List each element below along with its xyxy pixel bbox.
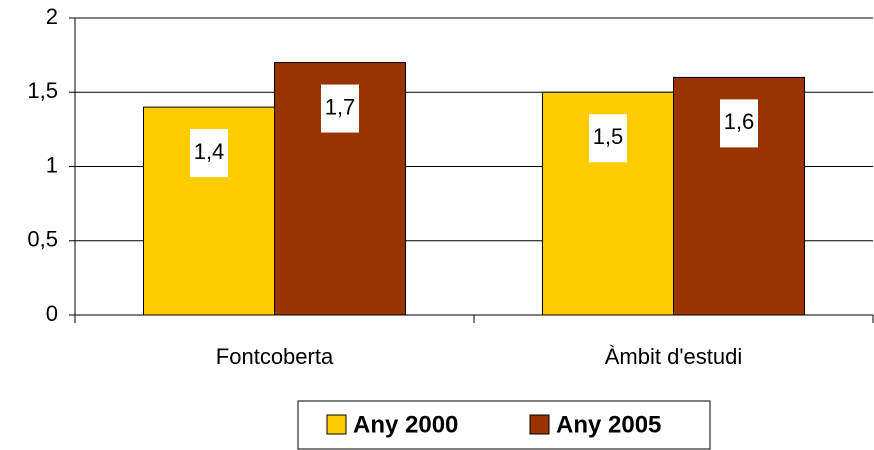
data-label: 1,5 (593, 124, 624, 149)
x-tick-label: Fontcoberta (216, 344, 334, 369)
legend-swatch (326, 414, 347, 435)
y-tick-label: 0 (46, 301, 58, 326)
y-tick-label: 0,5 (27, 227, 58, 252)
legend-swatch (529, 414, 550, 435)
legend-label: Any 2005 (556, 411, 661, 438)
data-label: 1,4 (194, 139, 225, 164)
data-label-box (589, 114, 627, 163)
data-label: 1,7 (325, 94, 356, 119)
data-label: 1,6 (724, 109, 755, 134)
data-label-box (321, 84, 359, 133)
legend-box (297, 400, 711, 450)
y-tick-label: 1 (46, 152, 58, 177)
data-label-box (720, 99, 758, 148)
data-label-box (190, 129, 228, 178)
x-tick-label: Àmbit d'estudi (605, 344, 743, 369)
y-tick-label: 1,5 (27, 78, 58, 103)
legend-label: Any 2000 (353, 411, 458, 438)
y-tick-label: 2 (46, 4, 58, 29)
